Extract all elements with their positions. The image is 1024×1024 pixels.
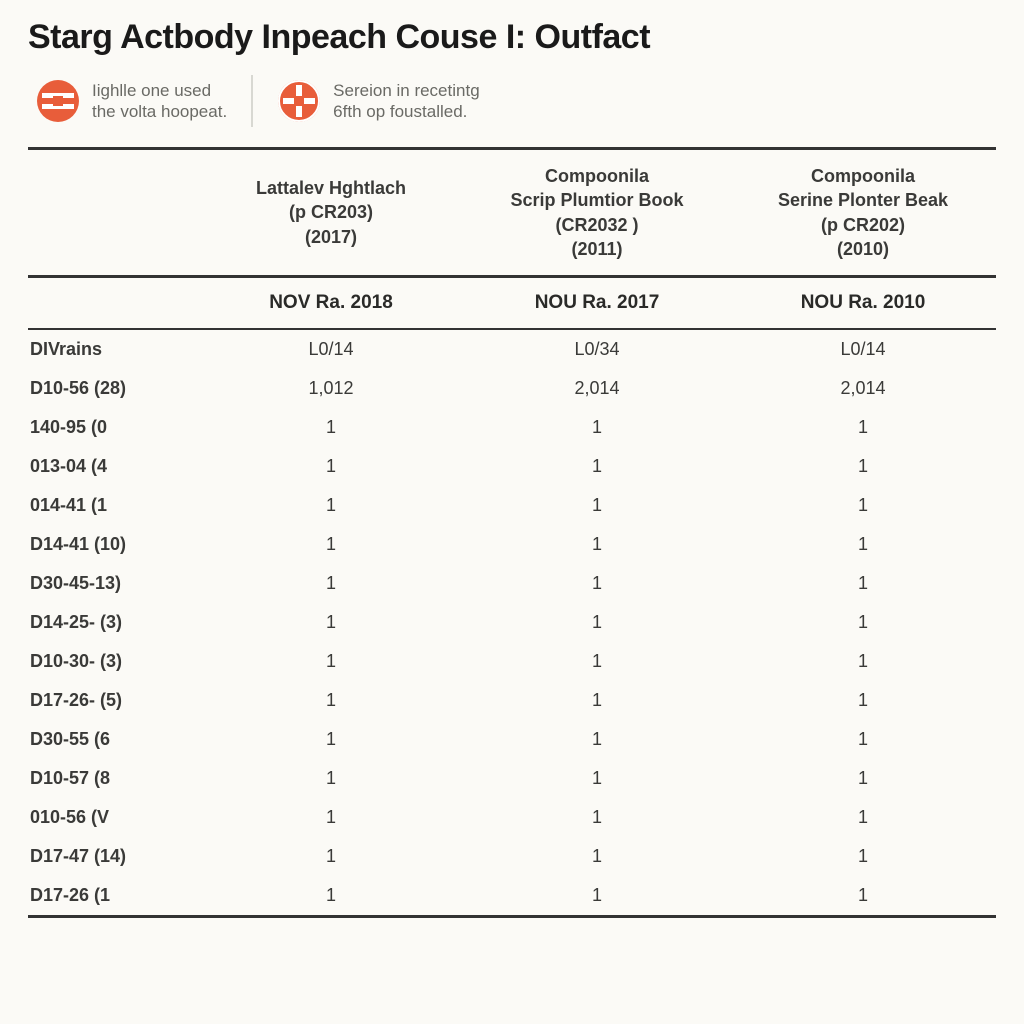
row-label: DIVrains bbox=[28, 329, 198, 369]
table-row: D10-57 (8111 bbox=[28, 759, 996, 798]
table-row: D10-30- (3)111 bbox=[28, 642, 996, 681]
row-label: D14-25- (3) bbox=[28, 603, 198, 642]
table-row: 010-56 (V111 bbox=[28, 798, 996, 837]
cell-value: 1 bbox=[464, 759, 730, 798]
cell-value: 1 bbox=[198, 759, 464, 798]
cell-value: 2,014 bbox=[730, 369, 996, 408]
row-label: 010-56 (V bbox=[28, 798, 198, 837]
row-label: D10-30- (3) bbox=[28, 642, 198, 681]
cell-value: 1 bbox=[198, 486, 464, 525]
cell-value: 1 bbox=[730, 525, 996, 564]
cell-value: 1 bbox=[464, 525, 730, 564]
cell-value: 1 bbox=[198, 837, 464, 876]
column-header-3: Compoonila Serine Plonter Beak (p CR202)… bbox=[730, 149, 996, 277]
cell-value: 1 bbox=[730, 408, 996, 447]
cell-value: 1 bbox=[730, 447, 996, 486]
row-label: D14-41 (10) bbox=[28, 525, 198, 564]
legend-divider bbox=[251, 75, 253, 127]
cell-value: 1 bbox=[464, 681, 730, 720]
cell-value: 1 bbox=[730, 564, 996, 603]
row-label: D17-47 (14) bbox=[28, 837, 198, 876]
cell-value: 1 bbox=[464, 408, 730, 447]
table-row: D30-55 (6111 bbox=[28, 720, 996, 759]
subheader-blank bbox=[28, 277, 198, 330]
table-row: 014-41 (1111 bbox=[28, 486, 996, 525]
column-header-blank bbox=[28, 149, 198, 277]
legend-text-2: Sereion in recetintg 6fth op foustalled. bbox=[333, 80, 479, 123]
cell-value: 1 bbox=[464, 447, 730, 486]
cell-value: 1 bbox=[198, 876, 464, 917]
subheader-3: NOU Ra. 2010 bbox=[730, 277, 996, 330]
data-table: Lattalev Hghtlach (p CR203) (2017) Compo… bbox=[28, 147, 996, 918]
column-header-2: Compoonila Scrip Plumtior Book (CR2032 )… bbox=[464, 149, 730, 277]
row-label: D30-45-13) bbox=[28, 564, 198, 603]
cell-value: 1 bbox=[730, 720, 996, 759]
cell-value: 1 bbox=[464, 486, 730, 525]
legend-item-2: Sereion in recetintg 6fth op foustalled. bbox=[277, 79, 479, 123]
cross-circle-icon bbox=[277, 79, 321, 123]
cell-value: 1 bbox=[198, 798, 464, 837]
row-label: D30-55 (6 bbox=[28, 720, 198, 759]
cell-value: 1 bbox=[198, 603, 464, 642]
table-row: 140-95 (0111 bbox=[28, 408, 996, 447]
cell-value: 1 bbox=[198, 642, 464, 681]
subheader-2: NOU Ra. 2017 bbox=[464, 277, 730, 330]
table-row: D14-25- (3)111 bbox=[28, 603, 996, 642]
table-row: 013-04 (4111 bbox=[28, 447, 996, 486]
cell-value: 1 bbox=[464, 837, 730, 876]
cell-value: 1 bbox=[198, 681, 464, 720]
cell-value: 1 bbox=[464, 642, 730, 681]
table-row: D10-56 (28)1,0122,0142,014 bbox=[28, 369, 996, 408]
legend: Iighlle one used the volta hoopeat. Sere… bbox=[28, 75, 996, 127]
cell-value: 2,014 bbox=[464, 369, 730, 408]
cell-value: 1 bbox=[464, 564, 730, 603]
table-row: D14-41 (10)111 bbox=[28, 525, 996, 564]
cell-value: 1 bbox=[730, 759, 996, 798]
table-row: D17-47 (14)111 bbox=[28, 837, 996, 876]
cell-value: 1 bbox=[730, 642, 996, 681]
cell-value: L0/14 bbox=[730, 329, 996, 369]
cell-value: L0/14 bbox=[198, 329, 464, 369]
stripe-circle-icon bbox=[36, 79, 80, 123]
cell-value: 1 bbox=[730, 486, 996, 525]
cell-value: 1 bbox=[198, 408, 464, 447]
legend-text-1: Iighlle one used the volta hoopeat. bbox=[92, 80, 227, 123]
cell-value: 1 bbox=[198, 525, 464, 564]
row-label: D17-26 (1 bbox=[28, 876, 198, 917]
row-label: 014-41 (1 bbox=[28, 486, 198, 525]
cell-value: 1 bbox=[464, 603, 730, 642]
cell-value: 1 bbox=[198, 564, 464, 603]
row-label: D17-26- (5) bbox=[28, 681, 198, 720]
row-label: D10-56 (28) bbox=[28, 369, 198, 408]
cell-value: 1 bbox=[464, 720, 730, 759]
legend-item-1: Iighlle one used the volta hoopeat. bbox=[36, 79, 227, 123]
row-label: 140-95 (0 bbox=[28, 408, 198, 447]
row-label: 013-04 (4 bbox=[28, 447, 198, 486]
cell-value: L0/34 bbox=[464, 329, 730, 369]
cell-value: 1 bbox=[730, 681, 996, 720]
table-row: D17-26 (1111 bbox=[28, 876, 996, 917]
cell-value: 1 bbox=[198, 720, 464, 759]
column-header-1: Lattalev Hghtlach (p CR203) (2017) bbox=[198, 149, 464, 277]
table-subheader-row: NOV Ra. 2018 NOU Ra. 2017 NOU Ra. 2010 bbox=[28, 277, 996, 330]
cell-value: 1 bbox=[198, 447, 464, 486]
cell-value: 1 bbox=[464, 798, 730, 837]
page-title: Starg Actbody Inpeach Couse I: Outfact bbox=[28, 18, 996, 57]
cell-value: 1 bbox=[730, 837, 996, 876]
table-header-row: Lattalev Hghtlach (p CR203) (2017) Compo… bbox=[28, 149, 996, 277]
table-row: D17-26- (5)111 bbox=[28, 681, 996, 720]
subheader-1: NOV Ra. 2018 bbox=[198, 277, 464, 330]
cell-value: 1 bbox=[464, 876, 730, 917]
cell-value: 1 bbox=[730, 798, 996, 837]
row-label: D10-57 (8 bbox=[28, 759, 198, 798]
table-row: D30-45-13)111 bbox=[28, 564, 996, 603]
cell-value: 1,012 bbox=[198, 369, 464, 408]
table-row: DIVrainsL0/14L0/34L0/14 bbox=[28, 329, 996, 369]
cell-value: 1 bbox=[730, 876, 996, 917]
cell-value: 1 bbox=[730, 603, 996, 642]
